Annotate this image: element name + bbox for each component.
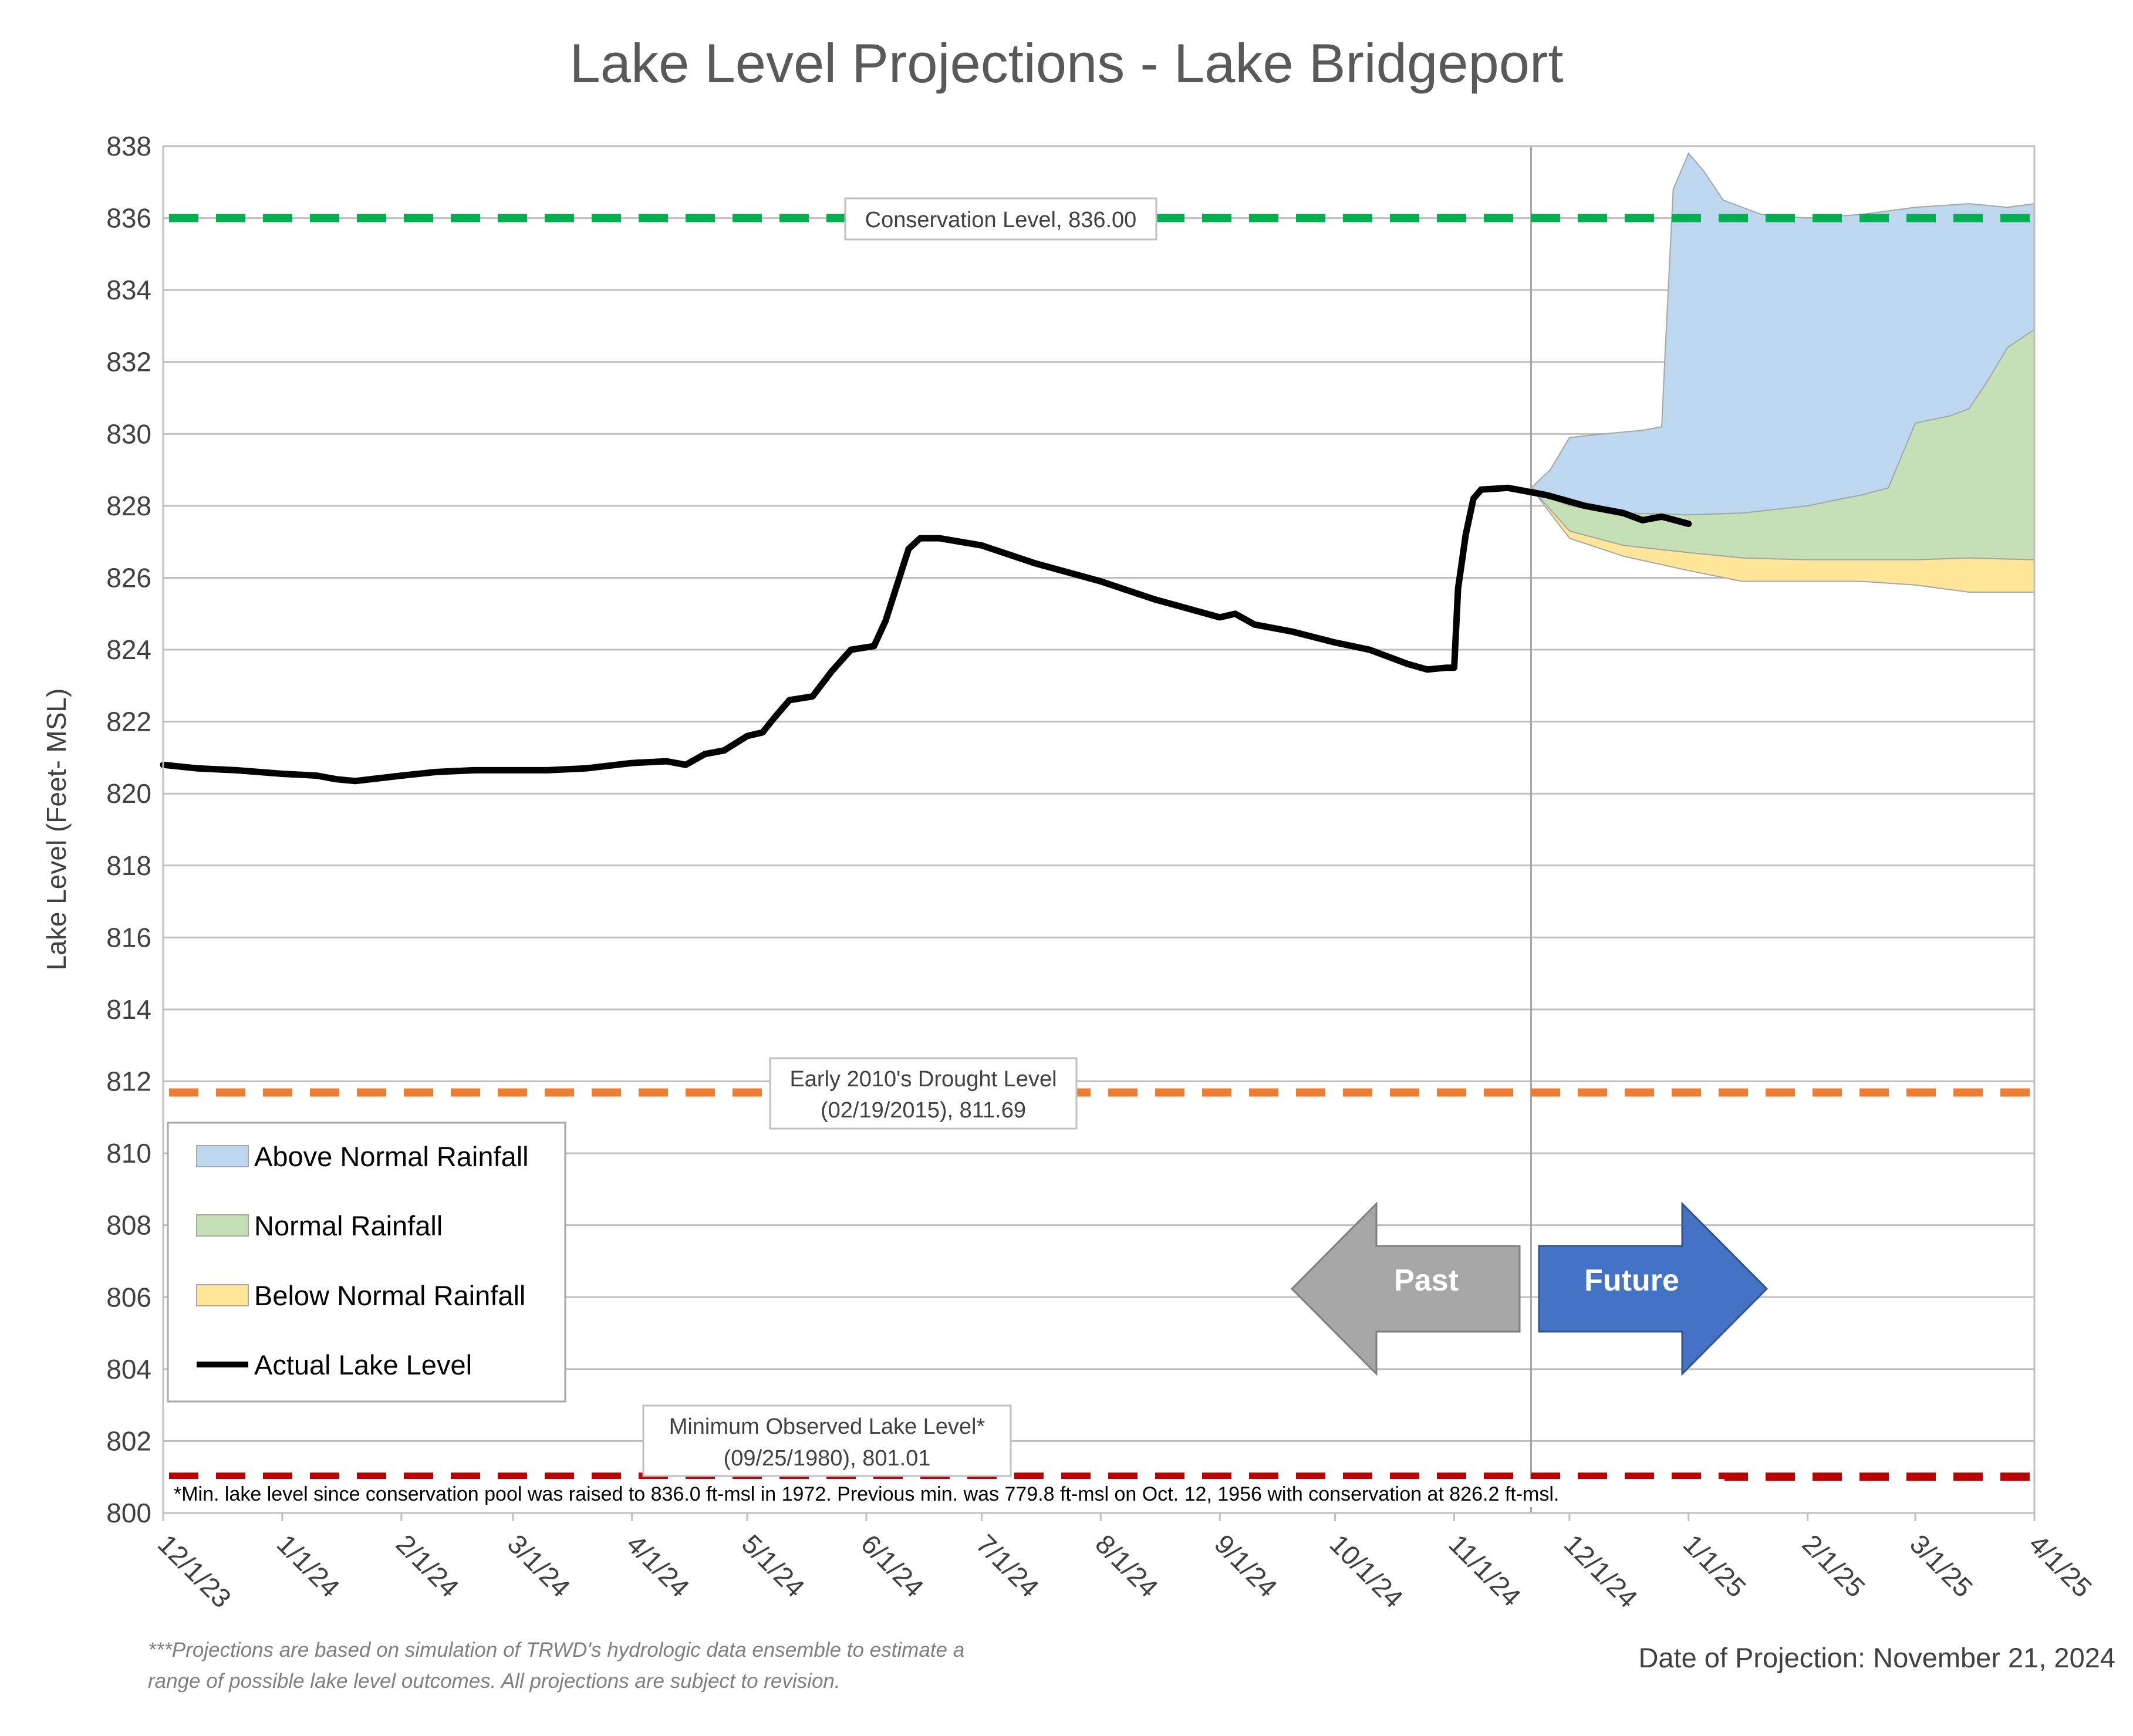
x-tick-label-7: 7/1/24 — [970, 1528, 1045, 1603]
actual-level-series — [160, 484, 1692, 785]
minimum-callout-line1: Minimum Observed Lake Level* — [669, 1414, 986, 1439]
legend-swatch-normal — [196, 1214, 249, 1237]
x-axis-ticks: 12/1/23 1/1/24 2/1/24 3/1/24 4/1/24 5/1/24 6/1… — [152, 1513, 2098, 1614]
y-tick-label-832: 832 — [106, 347, 151, 377]
y-tick-label-810: 810 — [106, 1138, 151, 1168]
legend-swatch-above-normal — [196, 1145, 249, 1167]
past-arrow: Past — [1290, 1201, 1521, 1376]
legend-label-below-normal: Below Normal Rainfall — [254, 1280, 525, 1311]
legend-label-normal: Normal Rainfall — [254, 1210, 443, 1241]
conservation-callout: Conservation Level, 836.00 — [844, 197, 1157, 241]
projection-date-label: Date of Projection: November 21, 2024 — [1638, 1642, 2115, 1673]
x-tick-label-9: 9/1/24 — [1209, 1528, 1283, 1603]
projection-bands — [1530, 152, 2035, 593]
y-tick-label-828: 828 — [106, 491, 151, 521]
min-level-note: *Min. lake level since conservation pool… — [174, 1483, 1559, 1505]
x-tick-label-0: 12/1/23 — [152, 1528, 237, 1613]
y-tick-label-824: 824 — [106, 634, 151, 665]
x-tick-label-11: 11/1/24 — [1443, 1528, 1527, 1612]
x-tick-label-10: 10/1/24 — [1324, 1528, 1409, 1613]
y-tick-label-830: 830 — [106, 418, 151, 449]
y-tick-label-834: 834 — [106, 275, 151, 305]
reference-lines — [169, 214, 2034, 1481]
drought-callout: Early 2010's Drought Level (02/19/2015),… — [769, 1057, 1078, 1130]
y-tick-label-802: 802 — [106, 1426, 151, 1456]
footnote-line2: range of possible lake level outcomes. A… — [148, 1670, 841, 1693]
y-tick-label-808: 808 — [106, 1210, 151, 1241]
chart-title: Lake Level Projections - Lake Bridgeport — [570, 32, 1564, 94]
legend-label-actual: Actual Lake Level — [254, 1349, 472, 1380]
past-arrow-label: Past — [1394, 1264, 1459, 1298]
plot-frame — [162, 145, 2036, 1514]
legend-swatch-below-normal — [196, 1284, 249, 1306]
x-tick-label-2: 2/1/24 — [390, 1528, 465, 1603]
y-tick-label-838: 838 — [106, 131, 151, 161]
y-tick-label-800: 800 — [106, 1498, 151, 1528]
drought-callout-line2: (02/19/2015), 811.69 — [821, 1098, 1026, 1123]
x-tick-label-8: 8/1/24 — [1089, 1528, 1164, 1603]
future-arrow: Future — [1538, 1201, 1769, 1376]
y-tick-label-816: 816 — [106, 922, 151, 953]
y-tick-label-822: 822 — [106, 707, 151, 737]
x-tick-label-1: 1/1/24 — [271, 1528, 346, 1603]
x-tick-label-12: 12/1/24 — [1558, 1528, 1643, 1613]
y-tick-label-812: 812 — [106, 1066, 151, 1097]
x-tick-label-4: 4/1/24 — [621, 1528, 696, 1603]
y-tick-label-804: 804 — [106, 1354, 151, 1384]
y-tick-label-820: 820 — [106, 778, 151, 809]
drought-callout-line1: Early 2010's Drought Level — [789, 1067, 1057, 1092]
y-tick-label-826: 826 — [106, 562, 151, 593]
note-background — [169, 1479, 1724, 1507]
x-tick-label-6: 6/1/24 — [855, 1528, 930, 1603]
legend-label-above-normal: Above Normal Rainfall — [254, 1141, 529, 1172]
y-tick-label-836: 836 — [106, 203, 151, 234]
x-tick-label-16: 4/1/25 — [2023, 1528, 2098, 1603]
x-tick-label-5: 5/1/24 — [736, 1528, 811, 1603]
x-tick-label-3: 3/1/24 — [502, 1528, 576, 1603]
y-axis-label: Lake Level (Feet- MSL) — [41, 688, 72, 971]
x-tick-label-15: 3/1/25 — [1904, 1528, 1979, 1603]
minimum-callout: Minimum Observed Lake Level* (09/25/1980… — [642, 1404, 1012, 1477]
y-tick-label-814: 814 — [106, 994, 151, 1025]
minimum-callout-line2: (09/25/1980), 801.01 — [724, 1446, 931, 1471]
y-tick-label-818: 818 — [106, 850, 151, 881]
x-tick-label-13: 1/1/25 — [1678, 1528, 1752, 1603]
x-tick-label-14: 2/1/25 — [1797, 1528, 1871, 1603]
future-arrow-label: Future — [1584, 1264, 1679, 1298]
y-axis-ticks: 800 802 804 806 808 810 812 814 816 818 820 822 824 8… — [106, 131, 151, 1528]
legend: Above Normal Rainfall Normal Rainfall Be… — [167, 1122, 566, 1403]
footnote-line1: ***Projections are based on simulation o… — [148, 1639, 964, 1661]
series-line-actual-lake-level — [160, 484, 1692, 785]
y-tick-label-806: 806 — [106, 1282, 151, 1312]
conservation-callout-text: Conservation Level, 836.00 — [865, 208, 1137, 232]
